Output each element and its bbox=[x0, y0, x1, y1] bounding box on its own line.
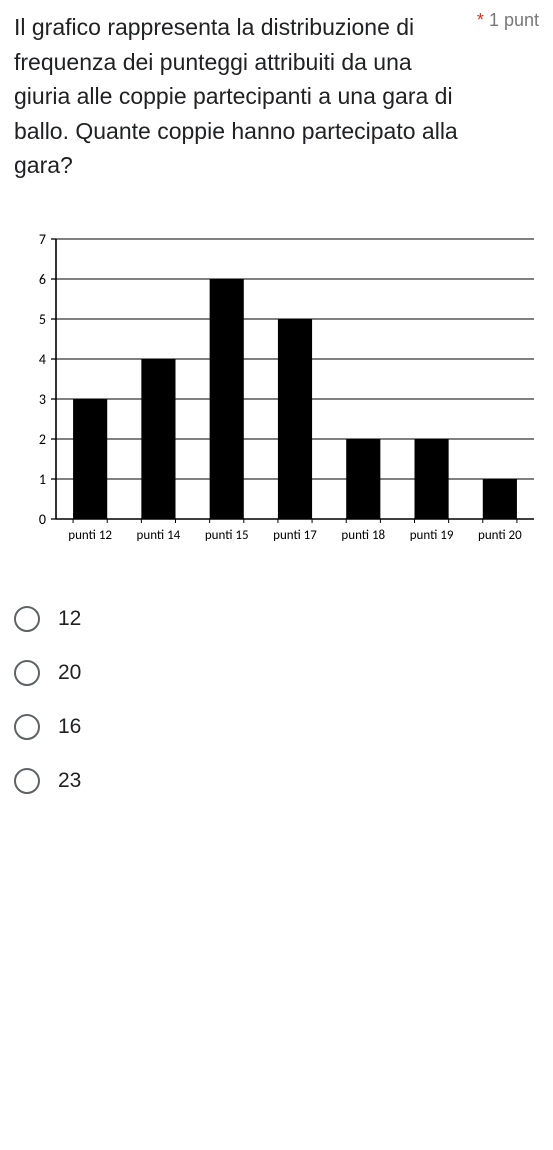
option-0[interactable]: 12 bbox=[14, 592, 539, 646]
svg-text:1: 1 bbox=[39, 471, 46, 488]
svg-text:4: 4 bbox=[39, 351, 46, 368]
svg-text:punti 15: punti 15 bbox=[205, 528, 249, 543]
question-text: Il grafico rappresenta la distribuzione … bbox=[14, 10, 465, 183]
svg-text:punti 19: punti 19 bbox=[410, 528, 454, 543]
radio-icon bbox=[14, 606, 40, 632]
radio-icon bbox=[14, 660, 40, 686]
option-2[interactable]: 16 bbox=[14, 700, 539, 754]
required-asterisk: * bbox=[477, 10, 484, 30]
question-header: Il grafico rappresenta la distribuzione … bbox=[14, 10, 539, 183]
svg-text:0: 0 bbox=[39, 511, 46, 528]
points-indicator: * 1 punt bbox=[477, 10, 539, 31]
chart-container: 0 1 2 3 4 5 6 7 punti 12 punti 14 punti 15 punti 17… bbox=[14, 231, 539, 556]
bar-chart: 0 1 2 3 4 5 6 7 punti 12 punti 14 punti 15 punti 17… bbox=[20, 231, 540, 551]
svg-text:5: 5 bbox=[39, 311, 46, 328]
points-label: 1 punt bbox=[489, 10, 539, 30]
svg-text:punti 18: punti 18 bbox=[341, 528, 385, 543]
radio-icon bbox=[14, 768, 40, 794]
svg-text:3: 3 bbox=[39, 391, 46, 408]
svg-text:punti 20: punti 20 bbox=[478, 528, 522, 543]
svg-text:7: 7 bbox=[39, 231, 46, 248]
option-label: 20 bbox=[58, 661, 81, 685]
svg-text:6: 6 bbox=[39, 271, 46, 288]
option-label: 23 bbox=[58, 769, 81, 793]
option-3[interactable]: 23 bbox=[14, 754, 539, 808]
option-label: 12 bbox=[58, 607, 81, 631]
option-label: 16 bbox=[58, 715, 81, 739]
svg-text:punti 14: punti 14 bbox=[137, 528, 181, 543]
svg-text:punti 12: punti 12 bbox=[68, 528, 112, 543]
svg-text:2: 2 bbox=[39, 431, 46, 448]
options-list: 12 20 16 23 bbox=[14, 592, 539, 808]
option-1[interactable]: 20 bbox=[14, 646, 539, 700]
svg-text:punti 17: punti 17 bbox=[273, 528, 317, 543]
radio-icon bbox=[14, 714, 40, 740]
